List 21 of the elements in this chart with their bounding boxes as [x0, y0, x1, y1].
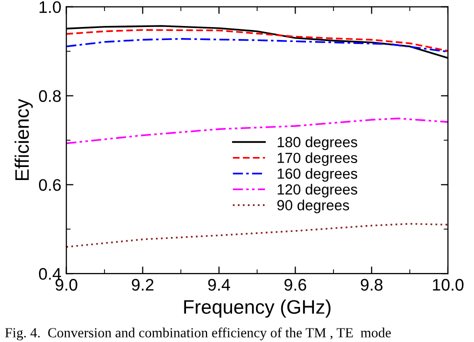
legend-label: 170 degrees — [278, 152, 358, 166]
line-series — [66, 29, 448, 52]
legend-label: 90 degrees — [277, 200, 350, 214]
y-tick-label: 0.8 — [38, 90, 61, 102]
line-series — [66, 38, 448, 53]
x-tick-label: 9.0 — [56, 278, 78, 291]
line-series — [66, 222, 448, 248]
legend-label: 160 degrees — [278, 168, 358, 182]
y-tick-label: 0.4 — [38, 268, 62, 280]
y-tick-label: 0.6 — [38, 179, 61, 191]
legend-label: 180 degrees — [278, 136, 358, 150]
y-axis-title: Efficiency — [14, 98, 33, 180]
x-tick-label: 10.0 — [432, 278, 464, 291]
x-tick-label: 9.6 — [284, 278, 306, 291]
x-tick-label: 9.4 — [208, 278, 230, 291]
x-axis-title: Frequency (GHz) — [184, 300, 330, 318]
legend-label: 120 degrees — [278, 184, 358, 198]
x-tick-label: 9.2 — [132, 278, 154, 291]
caption: Fig. 4. Conversion and combination efficiency of the TM , TE mode — [5, 328, 391, 340]
y-tick-label: 1.0 — [40, 1, 61, 14]
x-tick-label: 9.8 — [360, 278, 382, 291]
